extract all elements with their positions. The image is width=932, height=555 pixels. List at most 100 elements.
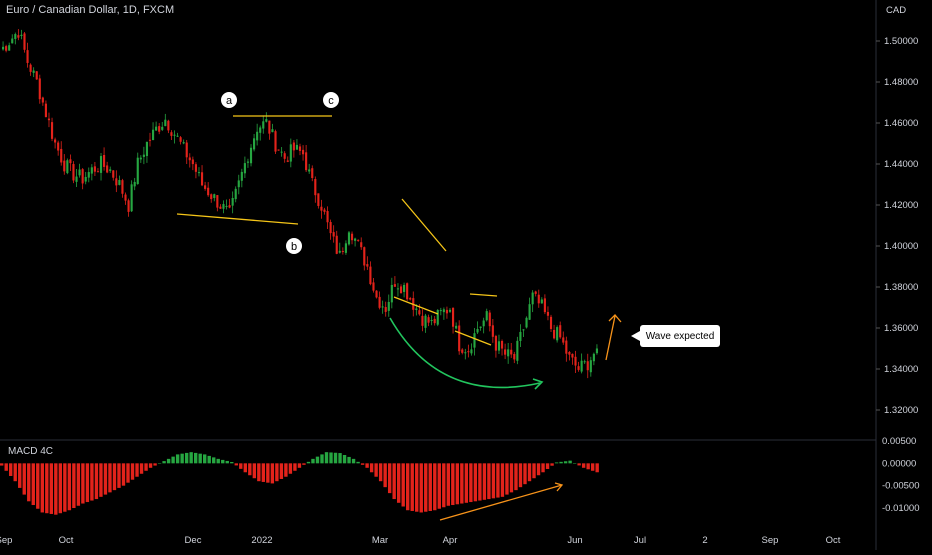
wave-expected-callout: Wave expected <box>631 325 720 347</box>
candle-body <box>213 194 216 199</box>
macd-bar <box>387 463 392 494</box>
macd-bar <box>311 458 315 464</box>
orange-up-arrow <box>605 315 616 361</box>
wave-label-b: b <box>286 238 302 254</box>
macd-bar <box>288 463 293 474</box>
macd-bar <box>157 463 162 464</box>
candle-body <box>406 283 409 300</box>
candle-body <box>280 151 283 153</box>
candle-body <box>179 137 182 142</box>
macd-bar <box>72 463 76 508</box>
candle-body <box>461 349 464 353</box>
candle-body <box>568 351 571 355</box>
candle-body <box>240 171 243 181</box>
candle-body <box>200 172 204 186</box>
candle-body <box>136 157 139 184</box>
macd-bar <box>482 463 487 500</box>
candle-body <box>360 242 363 248</box>
candle-body <box>433 318 436 324</box>
macd-bar <box>207 455 211 464</box>
candle-body <box>161 126 164 130</box>
macd-bar <box>58 463 63 514</box>
candle-body <box>243 163 246 174</box>
candle-body <box>1 46 5 50</box>
orange-up-arrowhead <box>608 314 622 323</box>
macd-bar <box>13 463 17 482</box>
candle-body <box>314 179 317 196</box>
price-tick-label: 1.42000 <box>884 200 918 211</box>
macd-bar <box>216 458 220 464</box>
candle-body <box>23 33 26 50</box>
candle-body <box>341 250 344 252</box>
candle-body <box>234 188 237 200</box>
candle-body <box>350 233 354 241</box>
macd-bar <box>324 452 329 464</box>
wave-label-a: a <box>221 92 237 108</box>
candle-body <box>595 348 599 354</box>
candle-body <box>467 351 470 353</box>
candle-body <box>216 195 219 208</box>
candle-body <box>204 185 207 189</box>
candle-body <box>323 209 326 212</box>
candle-body <box>176 135 179 137</box>
macd-bar <box>171 456 175 464</box>
macd-bar <box>54 463 58 515</box>
candle-body <box>81 169 84 184</box>
candle-body <box>494 336 497 351</box>
wedge-lower-2 <box>454 330 492 346</box>
time-tick-label: Mar <box>372 535 388 546</box>
macd-bar <box>581 463 586 468</box>
macd-bar <box>63 463 67 512</box>
macd-bar <box>374 463 378 477</box>
macd-bar <box>130 463 135 480</box>
candle-body <box>197 172 201 174</box>
macd-bar <box>279 463 284 479</box>
macd-bar <box>586 463 590 470</box>
macd-bar <box>536 463 541 476</box>
macd-bar <box>491 463 496 499</box>
candle-body <box>301 149 305 155</box>
macd-bar <box>284 463 288 477</box>
candle-body <box>430 319 433 322</box>
candle-body <box>127 200 130 212</box>
candle-body <box>170 132 173 136</box>
candle-body <box>375 290 378 298</box>
macd-bar <box>189 452 193 464</box>
macd-bar <box>518 463 523 488</box>
candle-body <box>182 142 185 144</box>
macd-bar <box>198 453 202 464</box>
trendline-b <box>176 213 299 225</box>
candle-body <box>424 315 427 328</box>
candle-body <box>553 329 556 339</box>
svg-text:c: c <box>328 95 334 107</box>
price-tick-label: 1.44000 <box>884 159 918 170</box>
candle-body <box>47 118 51 121</box>
macd-bar <box>266 463 270 483</box>
time-tick-label: 2022 <box>251 535 272 546</box>
candle-body <box>507 349 510 357</box>
candle-body <box>556 327 559 341</box>
candle-body <box>14 34 17 39</box>
candle-body <box>479 326 482 328</box>
macd-bar <box>252 463 257 479</box>
candle-body <box>485 311 488 321</box>
macd-bar <box>234 463 238 466</box>
candle-body <box>357 239 360 241</box>
candle-body <box>491 325 494 337</box>
macd-bar <box>270 463 275 484</box>
candle-body <box>96 171 100 173</box>
candle-body <box>41 97 44 103</box>
macd-tick-label: 0.00500 <box>882 436 916 447</box>
price-tick-label: 1.50000 <box>884 36 918 47</box>
macd-bar <box>442 463 446 508</box>
svg-text:a: a <box>226 95 233 107</box>
candle-body <box>387 301 390 311</box>
macd-bar <box>469 463 473 503</box>
price-tick-label: 1.46000 <box>884 118 918 129</box>
candle-body <box>54 139 57 143</box>
candle-body <box>344 243 347 253</box>
macd-bar <box>90 463 94 501</box>
price-candles <box>1 29 599 379</box>
macd-bar <box>320 454 324 464</box>
candle-body <box>458 325 461 352</box>
